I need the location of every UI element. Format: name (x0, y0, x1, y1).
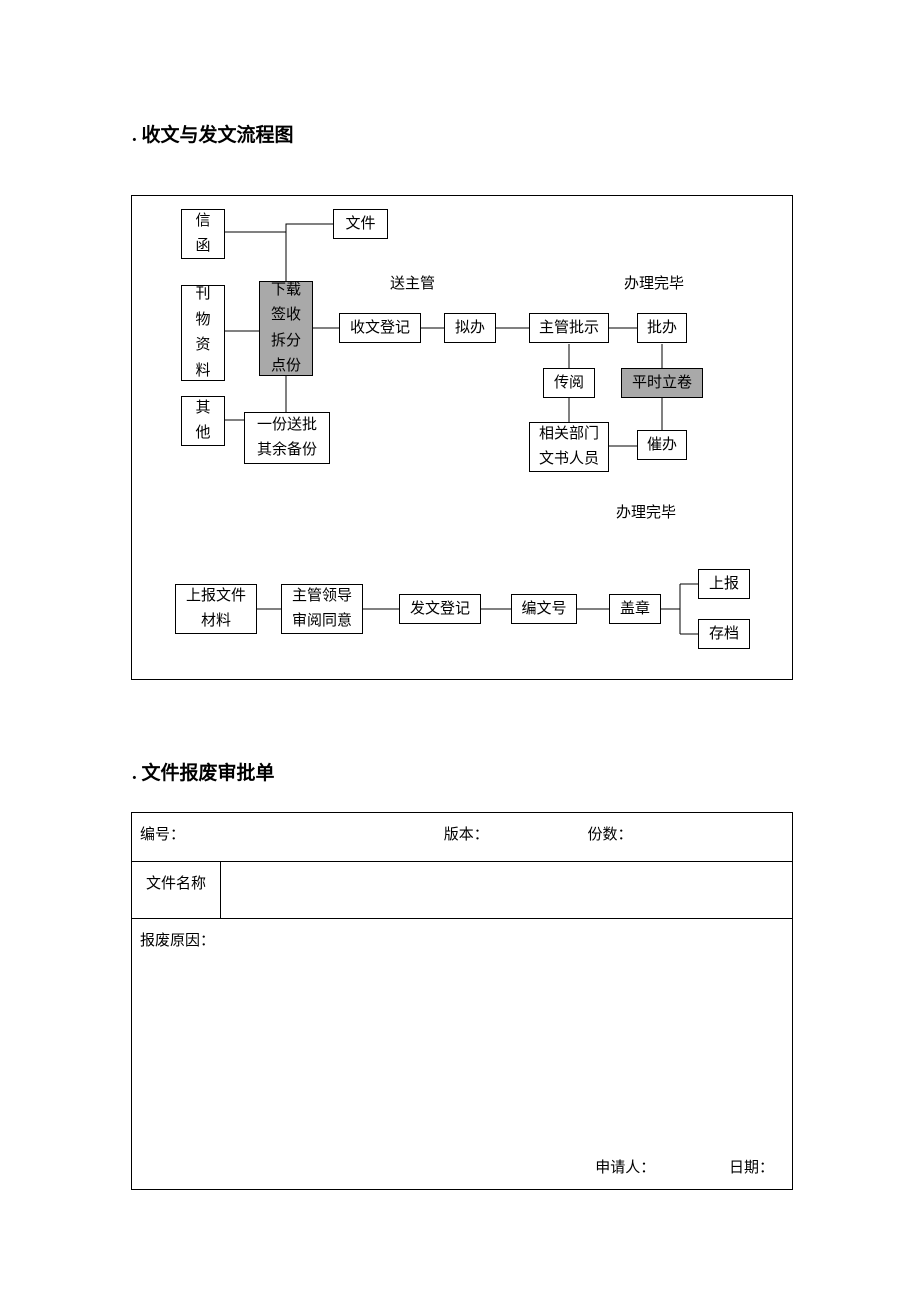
node-register-out: 发文登记 (399, 594, 481, 624)
node-register-out-label: 发文登记 (410, 597, 470, 621)
node-draft: 拟办 (444, 313, 496, 343)
heading-form: . 文件报废审批单 (132, 758, 275, 785)
node-leader-review: 主管领导审阅同意 (281, 584, 363, 634)
label-done-1: 办理完毕 (624, 272, 684, 293)
label-done-2: 办理完毕 (616, 501, 676, 522)
heading-flowchart: . 收文与发文流程图 (132, 120, 294, 147)
form-row-2: 文件名称 (132, 862, 793, 919)
node-circulate: 传阅 (543, 368, 595, 398)
node-number-label: 编文号 (521, 597, 566, 621)
node-related: 相关部门文书人员 (529, 422, 609, 472)
node-urge-label: 催办 (647, 433, 677, 457)
node-archive-temp: 平时立卷 (621, 368, 703, 398)
node-letter-label: 信函 (195, 209, 210, 260)
node-number: 编文号 (511, 594, 577, 624)
form-row-3: 报废原因： 申请人： 日期： (132, 919, 793, 1190)
disposal-form: 编号： 版本： 份数： 文件名称 报废原因： 申请人： 日期： (131, 812, 793, 1190)
node-file: 文件 (333, 209, 388, 239)
node-report-material: 上报文件材料 (175, 584, 257, 634)
field-filename-label: 文件名称 (132, 862, 221, 919)
node-handle-label: 批办 (647, 316, 677, 340)
node-other: 其他 (181, 396, 225, 446)
node-file-away-label: 存档 (709, 622, 739, 646)
node-archive-temp-label: 平时立卷 (632, 371, 692, 395)
node-publication: 刊物资料 (181, 285, 225, 381)
field-applicant: 申请人： (595, 1156, 725, 1177)
node-report-up: 上报 (698, 569, 750, 599)
node-register-in-label: 收文登记 (350, 316, 410, 340)
node-draft-label: 拟办 (455, 316, 485, 340)
node-download: 下载签收拆分点份 (259, 281, 313, 376)
node-copies: 一份送批其余备份 (244, 412, 330, 464)
field-serial: 编号： (140, 823, 440, 844)
node-file-away: 存档 (698, 619, 750, 649)
form-row-1: 编号： 版本： 份数： (132, 813, 793, 862)
node-publication-label: 刊物资料 (195, 282, 210, 384)
field-filename-value (221, 862, 793, 919)
node-handle: 批办 (637, 313, 687, 343)
node-approve-label: 主管批示 (539, 316, 599, 340)
node-file-label: 文件 (345, 212, 375, 236)
node-stamp: 盖章 (609, 594, 661, 624)
node-related-label: 相关部门文书人员 (539, 422, 599, 473)
node-register-in: 收文登记 (339, 313, 421, 343)
field-reason-label: 报废原因： (140, 929, 784, 950)
node-copies-label: 一份送批其余备份 (257, 413, 317, 464)
node-approve: 主管批示 (529, 313, 609, 343)
node-leader-review-label: 主管领导审阅同意 (292, 584, 352, 635)
node-download-label: 下载签收拆分点份 (271, 278, 301, 380)
field-date: 日期： (729, 1160, 774, 1176)
node-report-up-label: 上报 (709, 572, 739, 596)
node-report-material-label: 上报文件材料 (186, 584, 246, 635)
node-urge: 催办 (637, 430, 687, 460)
field-version: 版本： (444, 823, 584, 844)
flowchart-frame: 信函 文件 刊物资料 其他 下载签收拆分点份 一份送批其余备份 收文登记 拟办 … (131, 195, 793, 680)
node-circulate-label: 传阅 (554, 371, 584, 395)
node-stamp-label: 盖章 (620, 597, 650, 621)
field-copies: 份数： (588, 827, 633, 843)
label-send-supervisor: 送主管 (390, 272, 435, 293)
node-other-label: 其他 (195, 396, 210, 447)
node-letter: 信函 (181, 209, 225, 259)
